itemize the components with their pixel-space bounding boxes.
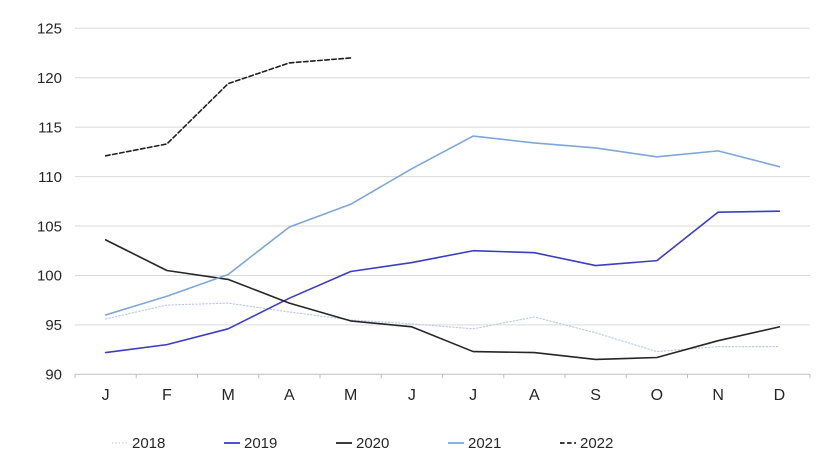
- series-line-2020: [104, 239, 781, 361]
- y-tick-label: 105: [37, 218, 62, 235]
- legend-label-2019: 2019: [244, 435, 277, 452]
- legend-label-2020: 2020: [356, 435, 389, 452]
- x-tick-label: M: [221, 387, 234, 404]
- series-line-2018: [105, 302, 780, 353]
- x-tick-label: N: [712, 387, 724, 404]
- x-tick-label: M: [344, 387, 357, 404]
- legend-label-2021: 2021: [468, 435, 501, 452]
- y-tick-label: 115: [38, 119, 62, 136]
- x-tick-label: J: [469, 387, 477, 404]
- series-line-2019: [104, 210, 781, 354]
- y-tick-label: 110: [38, 169, 62, 186]
- y-tick-label: 95: [45, 317, 62, 334]
- y-tick-label: 120: [37, 70, 62, 87]
- y-tick-label: 90: [45, 367, 62, 384]
- x-tick-label: F: [162, 387, 172, 404]
- y-tick-label: 125: [37, 21, 62, 38]
- x-tick-label: O: [651, 387, 663, 404]
- y-tick-label: 100: [37, 268, 62, 285]
- x-tick-label: D: [774, 387, 786, 404]
- x-tick-label: J: [102, 387, 110, 404]
- legend-label-2018: 2018: [132, 435, 165, 452]
- series-line-2021: [104, 135, 781, 316]
- x-tick-label: A: [284, 387, 295, 404]
- x-tick-label: S: [590, 387, 601, 404]
- x-tick-label: A: [529, 387, 540, 404]
- legend-label-2022: 2022: [580, 435, 613, 452]
- x-tick-label: J: [408, 387, 416, 404]
- series-line-2022: [104, 57, 352, 157]
